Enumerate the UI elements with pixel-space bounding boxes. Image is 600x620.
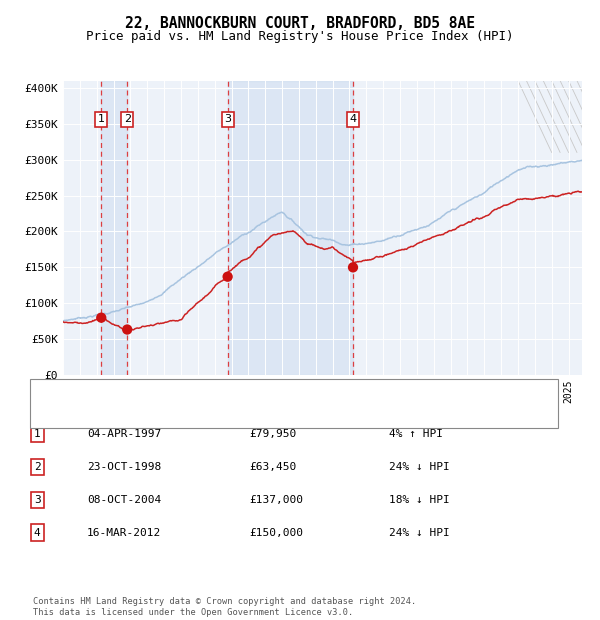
Text: 24% ↓ HPI: 24% ↓ HPI xyxy=(389,528,449,538)
Text: 24% ↓ HPI: 24% ↓ HPI xyxy=(389,462,449,472)
Text: HPI: Average price, detached house, Bradford: HPI: Average price, detached house, Brad… xyxy=(72,408,347,418)
Text: 1: 1 xyxy=(98,114,105,125)
Text: 2: 2 xyxy=(124,114,131,125)
Text: 23-OCT-1998: 23-OCT-1998 xyxy=(87,462,161,472)
Point xyxy=(223,272,232,281)
Text: 4: 4 xyxy=(349,114,356,125)
Text: 3: 3 xyxy=(224,114,231,125)
Text: 18% ↓ HPI: 18% ↓ HPI xyxy=(389,495,449,505)
Text: 2: 2 xyxy=(34,462,41,472)
Text: 1: 1 xyxy=(34,429,41,439)
Text: £150,000: £150,000 xyxy=(249,528,303,538)
Point xyxy=(348,262,358,272)
Text: Price paid vs. HM Land Registry's House Price Index (HPI): Price paid vs. HM Land Registry's House … xyxy=(86,30,514,43)
Text: £63,450: £63,450 xyxy=(249,462,296,472)
Text: 4% ↑ HPI: 4% ↑ HPI xyxy=(389,429,443,439)
Text: 3: 3 xyxy=(34,495,41,505)
Text: £79,950: £79,950 xyxy=(249,429,296,439)
Text: ——: —— xyxy=(42,406,59,420)
Text: Contains HM Land Registry data © Crown copyright and database right 2024.
This d: Contains HM Land Registry data © Crown c… xyxy=(33,598,416,617)
Text: 08-OCT-2004: 08-OCT-2004 xyxy=(87,495,161,505)
Text: £137,000: £137,000 xyxy=(249,495,303,505)
Bar xyxy=(101,81,127,375)
Point xyxy=(122,324,132,334)
Text: 16-MAR-2012: 16-MAR-2012 xyxy=(87,528,161,538)
Text: 22, BANNOCKBURN COURT, BRADFORD, BD5 8AE: 22, BANNOCKBURN COURT, BRADFORD, BD5 8AE xyxy=(125,16,475,30)
Text: 4: 4 xyxy=(34,528,41,538)
Text: ——: —— xyxy=(42,388,59,401)
Bar xyxy=(227,81,353,375)
Text: 04-APR-1997: 04-APR-1997 xyxy=(87,429,161,439)
Point xyxy=(97,312,106,322)
Text: 22, BANNOCKBURN COURT, BRADFORD, BD5 8AE (detached house): 22, BANNOCKBURN COURT, BRADFORD, BD5 8AE… xyxy=(72,389,428,399)
